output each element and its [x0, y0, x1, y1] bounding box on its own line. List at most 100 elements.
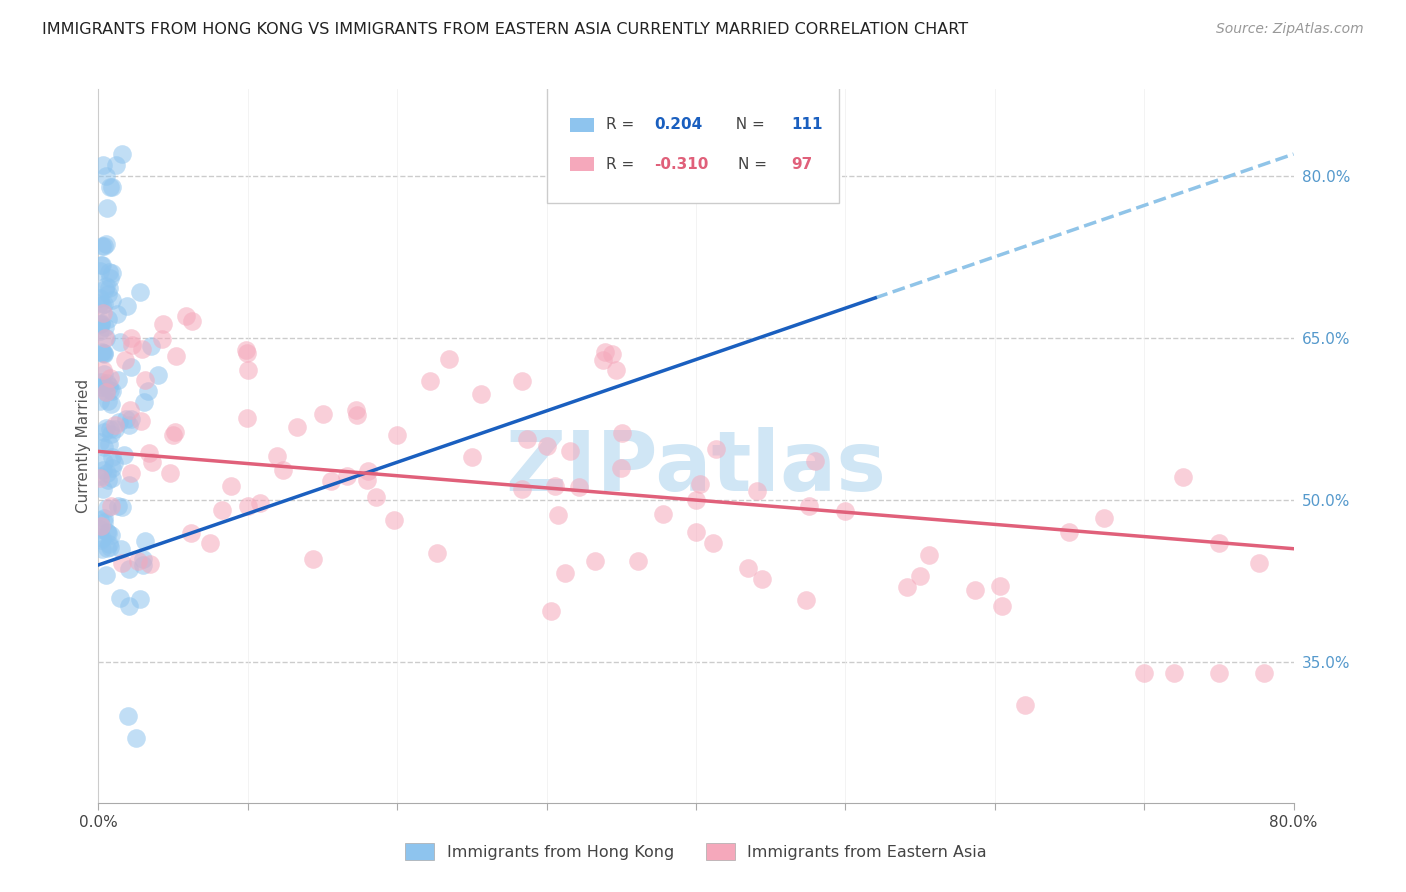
Point	[249, 496, 271, 510]
Point	[100, 371, 122, 385]
Point	[266, 449, 288, 463]
Point	[796, 593, 818, 607]
Point	[146, 368, 169, 383]
Point	[236, 363, 259, 377]
Point	[94, 421, 117, 435]
Point	[90, 533, 112, 548]
Point	[583, 554, 606, 568]
Point	[990, 599, 1012, 613]
Legend: Immigrants from Hong Kong, Immigrants from Eastern Asia: Immigrants from Hong Kong, Immigrants fr…	[399, 837, 993, 866]
Point	[101, 384, 124, 398]
Point	[96, 201, 118, 215]
Point	[1247, 556, 1270, 570]
Point	[111, 500, 134, 515]
Point	[104, 422, 127, 436]
Point	[93, 511, 115, 525]
Point	[89, 471, 111, 485]
Point	[336, 469, 359, 483]
Point	[91, 345, 114, 359]
Point	[141, 455, 163, 469]
Point	[118, 478, 141, 492]
Point	[426, 546, 449, 560]
Point	[174, 309, 197, 323]
Point	[96, 567, 118, 582]
Point	[100, 271, 122, 285]
Point	[162, 428, 184, 442]
Point	[98, 422, 121, 436]
Point	[129, 414, 152, 428]
Point	[101, 267, 124, 281]
FancyBboxPatch shape	[571, 118, 595, 132]
Point	[180, 525, 202, 540]
Point	[346, 408, 368, 422]
Point	[94, 320, 117, 334]
Point	[97, 265, 120, 279]
Point	[96, 501, 118, 516]
Point	[461, 450, 484, 464]
Point	[89, 469, 111, 483]
Text: N =: N =	[738, 157, 772, 171]
Point	[236, 346, 259, 360]
Point	[101, 450, 124, 464]
Point	[150, 332, 173, 346]
Point	[114, 412, 136, 426]
Point	[108, 416, 131, 430]
Point	[94, 331, 117, 345]
Point	[89, 393, 111, 408]
Point	[93, 425, 115, 439]
Point	[896, 581, 918, 595]
Point	[1253, 666, 1275, 681]
Point	[470, 386, 492, 401]
Point	[134, 534, 156, 549]
Point	[536, 439, 558, 453]
Point	[110, 556, 132, 570]
Point	[91, 483, 114, 497]
Point	[108, 591, 131, 605]
Point	[704, 442, 727, 456]
Point	[129, 591, 152, 606]
Point	[120, 466, 142, 480]
Point	[610, 460, 633, 475]
Text: 0.204: 0.204	[654, 118, 703, 132]
Point	[100, 179, 122, 194]
Point	[112, 448, 135, 462]
Point	[91, 462, 114, 476]
Point	[165, 425, 187, 439]
Point	[120, 403, 142, 417]
Point	[93, 378, 115, 392]
Point	[128, 285, 150, 299]
Point	[1059, 525, 1081, 540]
Point	[219, 478, 242, 492]
Text: ZIPatlas: ZIPatlas	[506, 427, 886, 508]
Point	[437, 351, 460, 366]
Point	[94, 278, 117, 293]
Point	[198, 536, 221, 550]
Point	[94, 282, 117, 296]
Point	[89, 324, 111, 338]
Point	[91, 258, 114, 272]
Point	[963, 583, 986, 598]
Point	[593, 345, 616, 359]
Point	[103, 456, 125, 470]
Point	[1014, 698, 1036, 713]
Point	[103, 417, 125, 432]
Point	[97, 312, 120, 326]
Point	[908, 568, 931, 582]
Point	[1092, 511, 1115, 525]
Point	[89, 291, 111, 305]
Point	[89, 522, 111, 536]
Point	[108, 335, 131, 350]
Point	[285, 420, 308, 434]
Point	[93, 440, 115, 454]
Point	[236, 410, 259, 425]
Point	[89, 264, 111, 278]
Point	[125, 731, 148, 745]
Point	[91, 542, 114, 557]
Point	[100, 500, 122, 514]
Y-axis label: Currently Married: Currently Married	[76, 379, 91, 513]
Point	[114, 352, 136, 367]
Point	[97, 436, 120, 450]
Point	[90, 519, 112, 533]
Point	[568, 480, 591, 494]
Point	[91, 380, 114, 394]
